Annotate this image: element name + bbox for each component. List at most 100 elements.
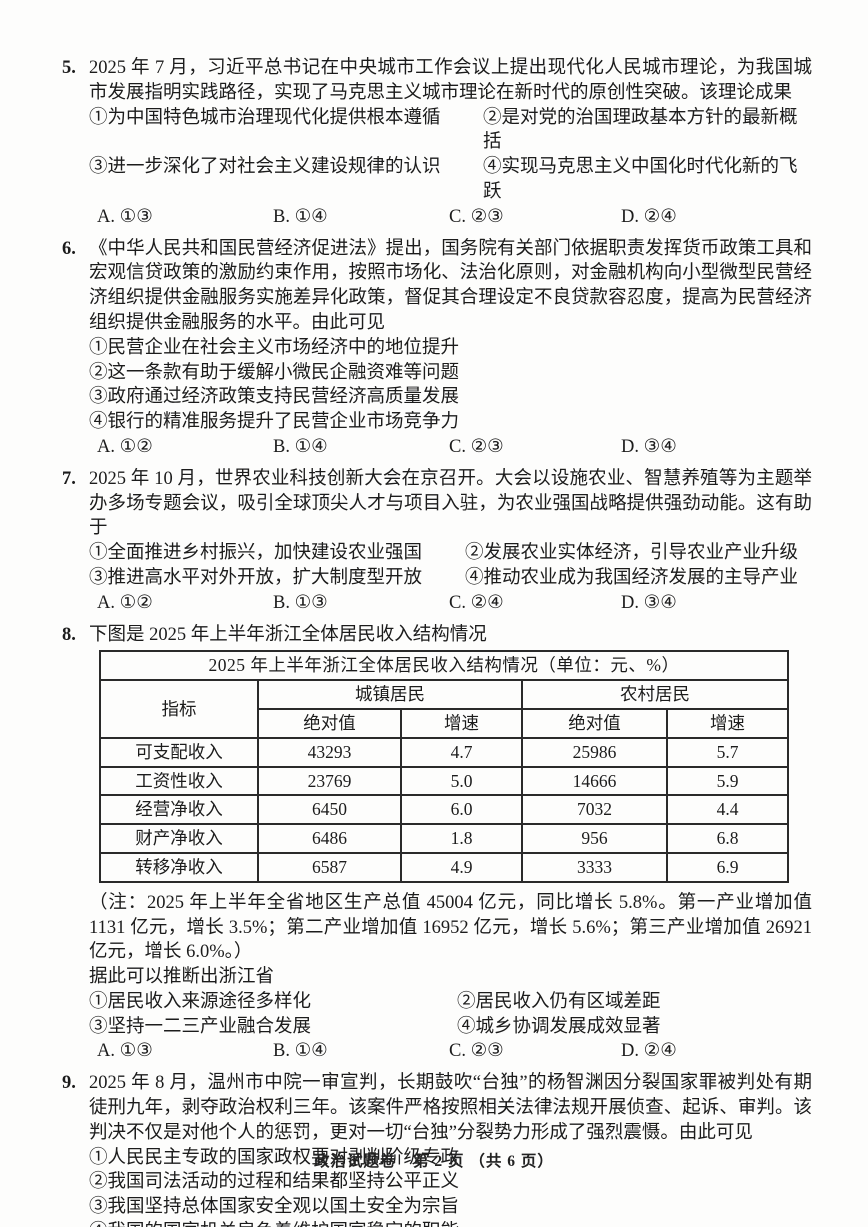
question-9: 9. 2025 年 8 月，温州市中院一审宣判，长期鼓吹“台独”的杨智渊因分裂国… xyxy=(62,1071,812,1227)
footer-page-indicator: 政治试题卷 第 2 页 （共 6 页） xyxy=(314,1153,554,1170)
statement-item-3: ③政府通过经济政策支持民营经济高质量发展 xyxy=(89,387,460,408)
answer-options: A. ①③ B. ①④ C. ②③ D. ②④ xyxy=(89,205,812,230)
question-6: 6. 《中华人民共和国民营经济促进法》提出，国务院有关部门依据职责发挥货币政策工… xyxy=(62,237,812,460)
option-a: A. ①③ xyxy=(97,206,153,227)
indicator-cell: 经营净收入 xyxy=(99,794,259,826)
statement-item-4: ④我国的国家机关肩负着维护国家稳定的职能 xyxy=(89,1220,812,1227)
indicator-cell: 可支配收入 xyxy=(99,736,259,768)
statement-item-4: ④实现马克思主义中国化时代化新的飞跃 xyxy=(483,157,798,202)
statement-item-1: ①为中国特色城市治理现代化提供根本遵循 xyxy=(89,107,441,128)
indicator-header: 指标 xyxy=(99,679,259,739)
rural-value-cell: 14666 xyxy=(521,765,668,797)
option-a: A. ①③ xyxy=(97,1041,153,1062)
option-c: C. ②④ xyxy=(449,592,504,613)
table-group-header-row: 指标 城镇居民 农村居民 xyxy=(99,679,789,739)
urban-value-cell: 6587 xyxy=(257,851,402,883)
answer-options: A. ①② B. ①④ C. ②③ D. ③④ xyxy=(89,435,812,460)
urban-value-cell: 6450 xyxy=(257,794,402,826)
statement-item-4: ④银行的精准服务提升了民营企业市场竞争力 xyxy=(89,412,460,433)
question-number: 8. xyxy=(62,624,76,645)
urban-growth-header: 增速 xyxy=(400,707,523,739)
option-b: B. ①④ xyxy=(273,1041,328,1062)
rural-value-cell: 956 xyxy=(521,823,668,854)
question-intro: 下图是 2025 年上半年浙江全体居民收入结构情况 xyxy=(89,624,487,645)
statement-items: ①全面推进乡村振兴，加快建设农业强国 ②发展农业实体经济，引导农业产业升级 ③推… xyxy=(89,541,812,591)
table-title: 2025 年上半年浙江全体居民收入结构情况（单位：元、%） xyxy=(99,650,789,682)
statement-item-2: ②我国司法活动的过程和结果都坚持公平正义 xyxy=(89,1172,460,1193)
question-number: 5. xyxy=(62,58,76,78)
question-number: 9. xyxy=(62,1073,76,1094)
table-title-row: 2025 年上半年浙江全体居民收入结构情况（单位：元、%） xyxy=(99,650,789,682)
rural-growth-cell: 6.9 xyxy=(666,851,789,883)
rural-value-cell: 25986 xyxy=(521,736,668,768)
rural-growth-cell: 5.9 xyxy=(666,765,789,797)
statement-item-4: ④城乡协调发展成效显著 xyxy=(457,1016,661,1037)
table-row: 可支配收入 43293 4.7 25986 5.7 xyxy=(99,736,789,768)
rural-value-cell: 3333 xyxy=(521,851,668,883)
statement-item-3: ③我国坚持总体国家安全观以国土安全为宗旨 xyxy=(89,1197,460,1218)
statement-item-1: ①人民民主专政的国家政权要对剥削阶级专政 xyxy=(89,1147,460,1168)
rural-growth-cell: 5.7 xyxy=(666,736,789,768)
urban-value-header: 绝对值 xyxy=(257,707,402,739)
indicator-cell: 转移净收入 xyxy=(99,851,259,883)
question-7: 7. 2025 年 10 月，世界农业科技创新大会在京召开。大会以设施农业、智慧… xyxy=(62,467,812,616)
option-b: B. ①④ xyxy=(273,436,328,457)
option-b: B. ①③ xyxy=(273,592,328,613)
option-c: C. ②③ xyxy=(449,1041,504,1062)
option-b: B. ①④ xyxy=(273,206,328,227)
urban-value-cell: 6486 xyxy=(257,823,402,854)
income-table-wrapper: 2025 年上半年浙江全体居民收入结构情况（单位：元、%） 指标 城镇居民 农村… xyxy=(99,650,812,883)
question-stem: 2025 年 10 月，世界农业科技创新大会在京召开。大会以设施农业、智慧养殖等… xyxy=(89,468,812,539)
option-d: D. ③④ xyxy=(621,436,677,457)
rural-growth-cell: 4.4 xyxy=(666,794,789,826)
urban-growth-cell: 4.9 xyxy=(400,851,523,883)
question-stem: 2025 年 8 月，温州市中院一审宣判，长期鼓吹“台独”的杨智渊因分裂国家罪被… xyxy=(89,1073,812,1143)
rural-value-header: 绝对值 xyxy=(521,707,668,739)
urban-growth-cell: 6.0 xyxy=(400,794,523,826)
rural-growth-cell: 6.8 xyxy=(666,823,789,854)
indicator-cell: 工资性收入 xyxy=(99,765,259,797)
statement-item-1: ①民营企业在社会主义市场经济中的地位提升 xyxy=(89,337,460,358)
question-prompt: 据此可以推断出浙江省 xyxy=(89,967,275,988)
statement-item-2: ②发展农业实体经济，引导农业产业升级 xyxy=(465,543,799,564)
statement-item-1: ①居民收入来源途径多样化 xyxy=(89,991,312,1012)
table-note: （注：2025 年上半年全省地区生产总值 45004 亿元，同比增长 5.8%。… xyxy=(89,892,812,963)
indicator-cell: 财产净收入 xyxy=(99,823,259,854)
statement-items: ①民营企业在社会主义市场经济中的地位提升 ②这一条款有助于缓解小微民企融资难等问… xyxy=(89,336,812,435)
option-a: A. ①② xyxy=(97,592,153,613)
table-row: 转移净收入 6587 4.9 3333 6.9 xyxy=(99,851,789,883)
table-sub-header-row: 绝对值 增速 绝对值 增速 xyxy=(100,707,789,739)
statement-item-2: ②居民收入仍有区域差距 xyxy=(457,991,661,1012)
question-stem: 《中华人民共和国民营经济促进法》提出，国务院有关部门依据职责发挥货币政策工具和宏… xyxy=(89,238,812,333)
statement-item-3: ③推进高水平对外开放，扩大制度型开放 xyxy=(89,567,423,588)
statement-items: ①居民收入来源途径多样化 ②居民收入仍有区域差距 ③坚持一二三产业融合发展 ④城… xyxy=(89,990,812,1040)
rural-growth-header: 增速 xyxy=(666,707,789,739)
answer-options: A. ①③ B. ①④ C. ②③ D. ②④ xyxy=(89,1039,812,1064)
statement-item-2: ②是对党的治国理政基本方针的最新概括 xyxy=(483,107,798,153)
urban-group-header: 城镇居民 xyxy=(257,679,523,710)
question-8: 8. 下图是 2025 年上半年浙江全体居民收入结构情况 2025 年上半年浙江… xyxy=(62,623,812,1065)
urban-growth-cell: 4.7 xyxy=(400,736,523,768)
question-5: 5. 2025 年 7 月，习近平总书记在中央城市工作会议上提出现代化人民城市理… xyxy=(62,56,812,230)
statement-item-1: ①全面推进乡村振兴，加快建设农业强国 xyxy=(89,543,423,564)
urban-value-cell: 23769 xyxy=(257,765,402,797)
statement-items: ①人民民主专政的国家政权要对剥削阶级专政 ②我国司法活动的过程和结果都坚持公平正… xyxy=(89,1146,812,1227)
income-structure-table: 2025 年上半年浙江全体居民收入结构情况（单位：元、%） 指标 城镇居民 农村… xyxy=(99,650,789,883)
option-c: C. ②③ xyxy=(449,206,504,227)
statement-item-3: ③坚持一二三产业融合发展 xyxy=(89,1016,312,1037)
answer-options: A. ①② B. ①③ C. ②④ D. ③④ xyxy=(89,591,812,616)
statement-items: ①为中国特色城市治理现代化提供根本遵循 ②是对党的治国理政基本方针的最新概括 ③… xyxy=(89,106,812,205)
statement-item-2: ②这一条款有助于缓解小微民企融资难等问题 xyxy=(89,362,460,383)
statement-item-4: ④推动农业成为我国经济发展的主导产业 xyxy=(465,567,799,588)
option-d: D. ②④ xyxy=(621,206,677,227)
question-stem: 2025 年 7 月，习近平总书记在中央城市工作会议上提出现代化人民城市理论，为… xyxy=(89,58,812,103)
urban-value-cell: 43293 xyxy=(257,736,402,768)
rural-value-cell: 7032 xyxy=(521,794,668,826)
option-a: A. ①② xyxy=(97,436,153,457)
urban-growth-cell: 5.0 xyxy=(400,765,523,797)
rural-group-header: 农村居民 xyxy=(521,679,789,710)
question-number: 6. xyxy=(62,238,76,259)
statement-item-3: ③进一步深化了对社会主义建设规律的认识 xyxy=(89,157,441,178)
urban-growth-cell: 1.8 xyxy=(400,823,523,854)
